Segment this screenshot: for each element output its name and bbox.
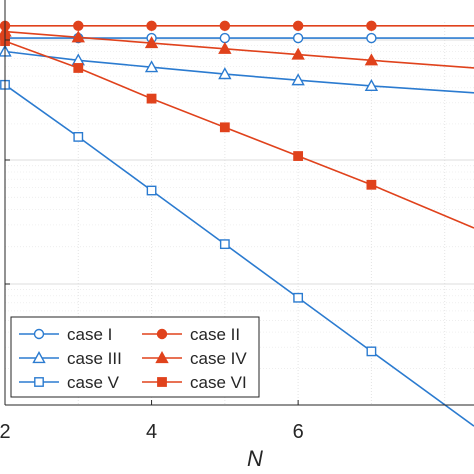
data-point — [146, 20, 157, 32]
legend-item: case I — [19, 325, 112, 344]
data-point — [73, 20, 84, 32]
data-point — [219, 122, 230, 133]
series-case-i — [0, 32, 474, 44]
data-point — [146, 93, 157, 104]
data-point — [144, 60, 159, 73]
x-tick-label: 2 — [0, 421, 11, 443]
data-point — [293, 292, 304, 303]
legend-label: case III — [67, 349, 122, 368]
data-point — [291, 47, 305, 60]
data-point — [34, 377, 44, 387]
data-point — [144, 36, 159, 49]
data-point — [293, 151, 304, 161]
data-point — [364, 79, 379, 92]
data-point — [219, 20, 231, 32]
series-case-iv — [0, 24, 474, 69]
data-point — [218, 41, 232, 54]
data-point — [33, 328, 45, 340]
legend-item: case IV — [142, 349, 247, 368]
data-point — [71, 30, 85, 43]
axes: 2 4 6 — [0, 0, 474, 443]
data-point — [364, 53, 379, 66]
data-point — [218, 67, 232, 80]
legend-item: case II — [142, 325, 240, 344]
data-point — [366, 179, 377, 190]
data-point — [156, 328, 168, 340]
data-point — [292, 20, 304, 32]
legend: case I case II case III case IV case V case V… — [10, 316, 260, 398]
data-point — [219, 239, 230, 250]
data-point — [157, 377, 167, 387]
data-point — [366, 20, 377, 32]
legend-label: case IV — [190, 349, 247, 368]
legend-box — [10, 316, 260, 398]
x-tick-label: 4 — [146, 421, 157, 443]
series-case-iii — [0, 44, 474, 94]
legend-item: case VI — [142, 373, 247, 392]
legend-label: case I — [67, 325, 112, 344]
data-point — [73, 131, 84, 142]
legend-label: case V — [67, 373, 120, 392]
series-case-ii — [0, 20, 474, 32]
data-point — [219, 32, 231, 44]
data-point — [155, 351, 169, 364]
legend-item: case III — [19, 349, 122, 368]
data-point — [366, 32, 377, 44]
x-axis-title: N — [247, 446, 263, 471]
legend-label: case II — [190, 325, 240, 344]
data-point — [366, 346, 377, 357]
x-tick-label: 6 — [293, 421, 304, 443]
legend-label: case VI — [190, 373, 247, 392]
legend-item: case V — [19, 373, 120, 392]
series-layer — [0, 20, 474, 427]
data-point — [292, 32, 304, 44]
data-point — [146, 185, 157, 196]
data-point — [32, 351, 46, 364]
data-point — [73, 63, 84, 73]
data-point — [291, 73, 305, 86]
